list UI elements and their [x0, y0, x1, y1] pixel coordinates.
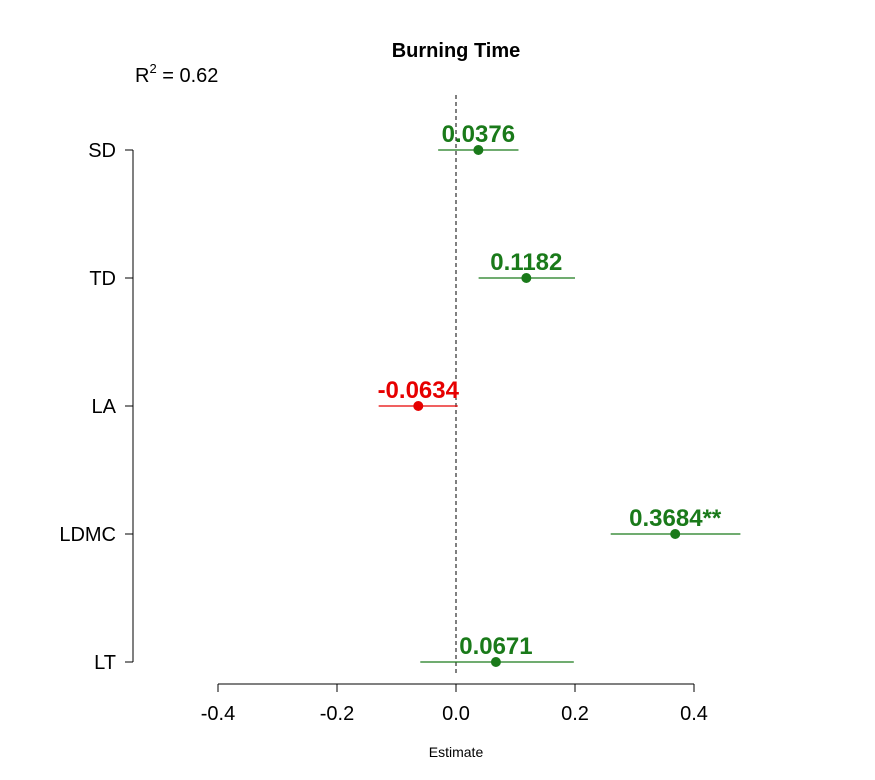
x-axis-title: Estimate [429, 744, 484, 760]
estimate-label: 0.0671 [459, 633, 532, 660]
y-tick-label: LDMC [59, 524, 116, 546]
estimate-point [473, 145, 484, 155]
estimate-label: 0.3684** [629, 505, 722, 532]
y-axis: SD TD LA LDMC LT [59, 140, 134, 674]
x-tick-label: 0.2 [561, 703, 589, 725]
y-tick-label: TD [89, 268, 116, 290]
x-tick-label: -0.4 [201, 703, 235, 725]
x-tick-label: 0.4 [680, 703, 708, 725]
r-squared-value: = 0.62 [157, 65, 219, 87]
estimate-point [490, 657, 501, 667]
x-axis: -0.4 -0.2 0.0 0.2 0.4 [201, 683, 708, 725]
estimate-point [413, 401, 424, 411]
y-tick-label: LT [94, 652, 116, 674]
chart-title: Burning Time [392, 40, 521, 62]
r-squared-superscript: 2 [149, 61, 156, 76]
estimate-label: -0.0634 [378, 377, 460, 404]
y-tick-label: LA [92, 396, 117, 418]
r-squared-symbol: R [135, 65, 149, 87]
x-tick-label: -0.2 [320, 703, 354, 725]
estimate-label: 0.1182 [490, 249, 562, 276]
y-tick-label: SD [88, 140, 116, 162]
estimate-point [521, 273, 532, 283]
estimate-label: 0.0376 [442, 121, 515, 148]
estimate-marks: 0.0376 0.1182 -0.0634 0.3684** 0.0671 [378, 121, 741, 667]
r-squared-label: R2 = 0.62 [135, 61, 218, 87]
estimate-point [670, 529, 681, 539]
x-tick-label: 0.0 [442, 703, 470, 725]
